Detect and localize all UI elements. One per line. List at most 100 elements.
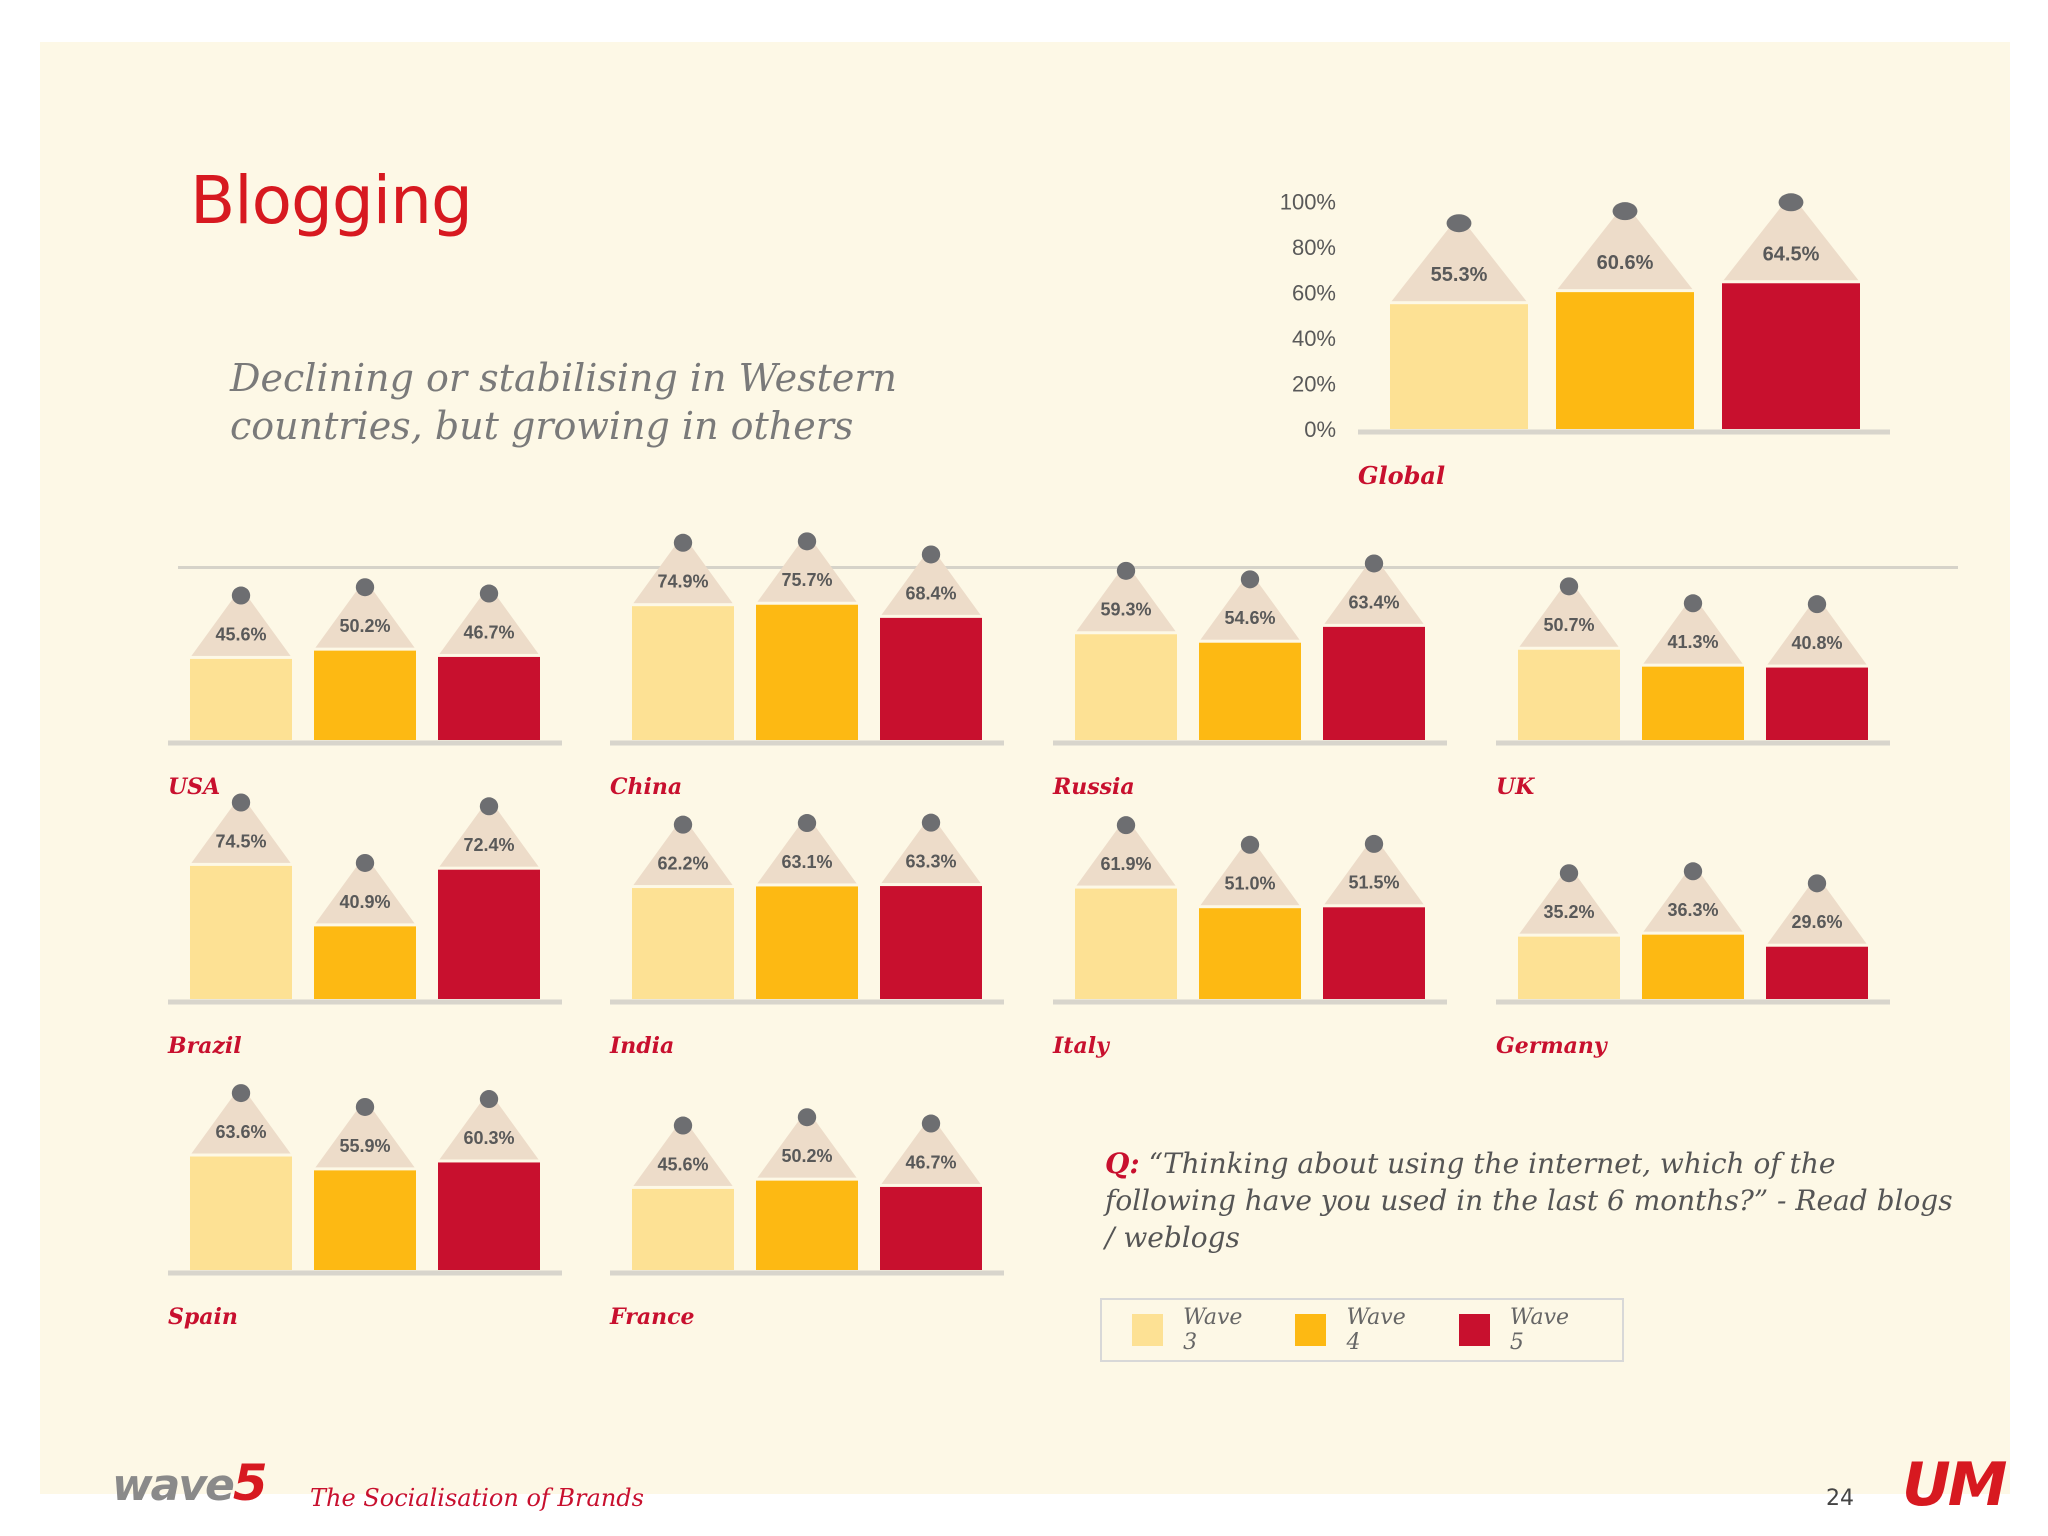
data-label: 45.6% <box>657 1154 708 1174</box>
bar-cap <box>756 601 858 605</box>
bar-cap <box>314 647 416 651</box>
y-tick-label: 20% <box>1292 372 1336 397</box>
data-label: 55.9% <box>339 1136 390 1156</box>
data-label: 41.3% <box>1667 632 1718 652</box>
legend-item-wave-5: Wave 5 <box>1458 1305 1588 1355</box>
pencil-tip <box>314 579 416 650</box>
bar-cap <box>1323 623 1425 627</box>
bar-wave-3 <box>1390 303 1528 429</box>
pencil-tip <box>1766 596 1868 667</box>
pencil-point <box>355 853 375 872</box>
bar-cap <box>880 883 982 887</box>
bar-cap <box>1722 280 1860 284</box>
data-label: 45.6% <box>215 624 266 644</box>
data-label: 50.2% <box>339 616 390 636</box>
bar-wave-3 <box>1075 633 1177 740</box>
pencil-tip <box>1390 215 1528 304</box>
data-label: 50.7% <box>1543 615 1594 635</box>
bar-cap <box>1518 646 1620 650</box>
bar-cap <box>438 653 540 657</box>
pencil-point <box>231 586 251 605</box>
bar-cap <box>1518 933 1620 937</box>
legend-item-wave-3: Wave 3 <box>1132 1305 1261 1355</box>
chart-label-brazil: Brazil <box>167 1033 242 1059</box>
pencil-tip <box>1323 835 1425 907</box>
question-text: “Thinking about using the internet, whic… <box>1105 1147 1953 1254</box>
legend-label: Wave 3 <box>1183 1305 1243 1355</box>
pencil-tip <box>632 534 734 606</box>
pencil-point <box>479 797 499 816</box>
pencil-point <box>1559 864 1579 883</box>
wave5-logo-number: 5 <box>232 1454 268 1512</box>
bar-wave-3 <box>632 887 734 999</box>
pencil-tip <box>1075 562 1177 634</box>
pencil-point <box>1116 561 1136 580</box>
bar-wave-3 <box>632 1187 734 1270</box>
bar-cap <box>1556 289 1694 293</box>
data-label: 62.2% <box>657 853 708 873</box>
data-label: 68.4% <box>905 583 956 603</box>
pencil-point <box>1240 835 1260 854</box>
question-prefix: Q: <box>1105 1147 1140 1180</box>
pencil-tip <box>1323 555 1425 626</box>
data-label: 64.5% <box>1763 243 1820 265</box>
legend-swatch-wave-5 <box>1458 1314 1490 1346</box>
chart-legend: Wave 3 Wave 4 Wave 5 <box>1100 1298 1624 1362</box>
pencil-tip <box>1199 836 1301 908</box>
bar-cap <box>190 1153 292 1157</box>
chart-global: 0% 20% 40% 60% 80% 100% 55.3% 60.6% 64.5% Global <box>1280 190 1890 490</box>
page-number: 24 <box>1826 1486 1854 1511</box>
chart-label-germany: Germany <box>1496 1033 1609 1059</box>
pencil-point <box>1683 594 1703 613</box>
pencil-tip <box>756 1109 858 1180</box>
bar-wave-4 <box>314 649 416 740</box>
bar-wave-3 <box>190 657 292 740</box>
data-label: 54.6% <box>1224 608 1275 628</box>
pencil-tip <box>438 585 540 656</box>
bar-wave-5 <box>1323 625 1425 740</box>
survey-question: Q: “Thinking about using the internet, w… <box>1105 1145 1965 1256</box>
bar-cap <box>1075 631 1177 635</box>
y-tick-label: 0% <box>1304 417 1336 442</box>
data-label: 63.4% <box>1348 592 1399 612</box>
pencil-point <box>921 545 941 564</box>
pencil-point <box>355 578 375 597</box>
bar-cap <box>1199 639 1301 643</box>
wave5-logo: wave5 <box>112 1454 268 1512</box>
page-title: Blogging <box>190 162 473 239</box>
bar-wave-3 <box>632 605 734 740</box>
pencil-point <box>1364 554 1384 573</box>
chart-label-france: France <box>609 1304 694 1330</box>
bar-cap <box>314 1167 416 1171</box>
pencil-point <box>797 814 817 833</box>
chart-india: 62.2% 63.1% 63.3% India <box>609 813 1004 1059</box>
pencil-point <box>921 813 941 832</box>
pencil-point <box>231 793 251 812</box>
bar-cap <box>1642 663 1744 667</box>
pencil-tip <box>190 587 292 658</box>
pencil-tip <box>314 854 416 926</box>
chart-italy: 61.9% 51.0% 51.5% Italy <box>1052 816 1447 1059</box>
pencil-point <box>1612 202 1638 221</box>
bar-wave-4 <box>1199 641 1301 740</box>
bar-wave-4 <box>314 925 416 999</box>
pencil-point <box>673 533 693 552</box>
bar-cap <box>438 1159 540 1163</box>
pencil-point <box>1116 816 1136 835</box>
data-label: 40.8% <box>1791 633 1842 653</box>
data-label: 59.3% <box>1100 600 1151 620</box>
bar-wave-5 <box>880 1185 982 1270</box>
data-label: 50.2% <box>781 1146 832 1166</box>
chart-spain: 63.6% 55.9% 60.3% Spain <box>168 1084 562 1330</box>
pencil-point <box>1778 193 1804 212</box>
bar-cap <box>190 655 292 659</box>
data-label: 63.1% <box>781 852 832 872</box>
footer-text: The Socialisation of Brands <box>310 1484 644 1512</box>
bar-wave-3 <box>190 864 292 999</box>
data-label: 61.9% <box>1100 854 1151 874</box>
bar-cap <box>1390 301 1528 305</box>
bar-wave-5 <box>1323 906 1425 999</box>
data-label: 46.7% <box>463 622 514 642</box>
bar-wave-3 <box>1518 935 1620 999</box>
